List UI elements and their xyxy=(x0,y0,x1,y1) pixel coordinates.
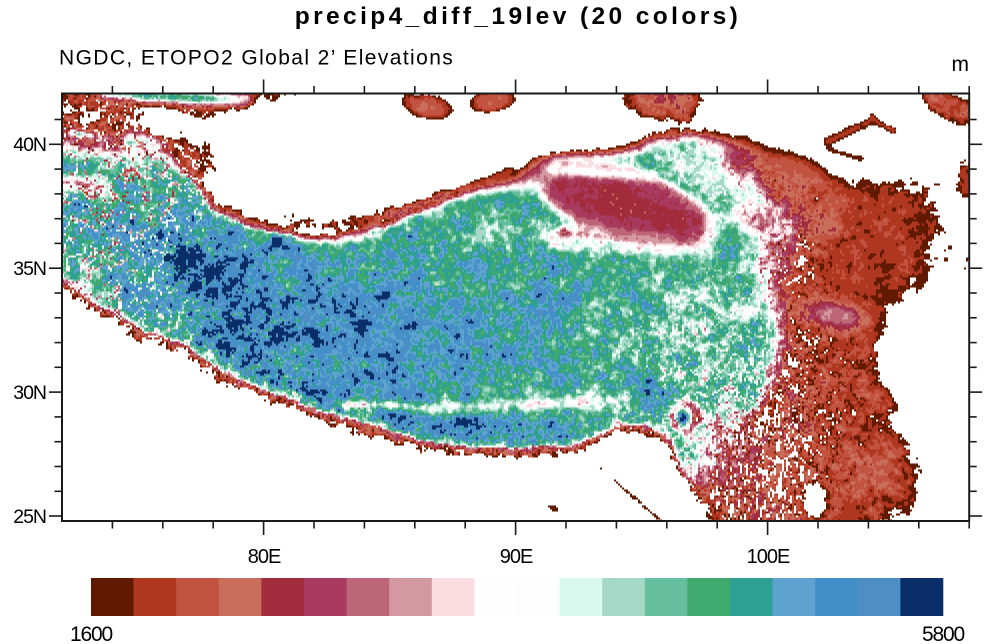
svg-text:precip4_diff_19lev (20 colors): precip4_diff_19lev (20 colors) xyxy=(295,3,742,30)
svg-text:90E: 90E xyxy=(500,546,533,568)
svg-text:25N: 25N xyxy=(13,506,46,528)
svg-text:100E: 100E xyxy=(747,546,790,568)
svg-text:NGDC, ETOPO2 Global 2’ Elevati: NGDC, ETOPO2 Global 2’ Elevations xyxy=(59,47,454,70)
svg-text:40N: 40N xyxy=(13,134,46,156)
svg-text:1600: 1600 xyxy=(70,623,112,644)
svg-text:80E: 80E xyxy=(248,546,281,568)
svg-text:30N: 30N xyxy=(13,382,46,404)
svg-text:m: m xyxy=(952,53,970,76)
svg-text:5800: 5800 xyxy=(922,623,964,644)
svg-text:35N: 35N xyxy=(13,258,46,280)
